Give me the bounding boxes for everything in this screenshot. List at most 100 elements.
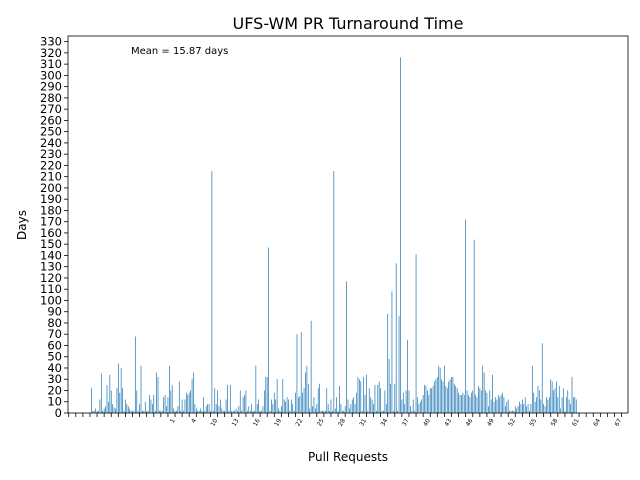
- bar: [546, 397, 547, 413]
- x-tick-label: 49: [486, 417, 496, 427]
- bar: [102, 410, 104, 413]
- bar: [385, 404, 387, 413]
- bar: [147, 410, 149, 413]
- bar: [563, 388, 564, 413]
- y-tick-label: 90: [47, 305, 62, 319]
- bar: [177, 406, 179, 413]
- bar: [272, 404, 274, 413]
- y-tick-label: 190: [40, 192, 62, 206]
- bar: [315, 408, 316, 413]
- bar: [109, 374, 111, 413]
- bar: [448, 381, 450, 413]
- y-tick-label: 0: [55, 406, 62, 420]
- bar: [275, 399, 277, 413]
- bar: [354, 404, 356, 413]
- bar: [184, 399, 186, 413]
- bar: [388, 358, 390, 413]
- bar: [398, 316, 400, 413]
- bar: [194, 404, 196, 413]
- bar: [410, 406, 411, 413]
- bar: [307, 383, 309, 413]
- bar: [238, 406, 240, 413]
- bar: [574, 397, 576, 413]
- bar: [340, 404, 342, 413]
- bar: [449, 379, 451, 413]
- bar: [453, 383, 455, 413]
- bar: [160, 410, 162, 413]
- bar: [143, 410, 145, 413]
- bar: [227, 384, 228, 413]
- bar: [164, 394, 166, 413]
- bar: [132, 410, 133, 413]
- bar: [208, 404, 210, 413]
- bar: [366, 374, 367, 413]
- bar: [482, 365, 484, 413]
- bar: [476, 397, 478, 413]
- chart-title: UFS-WM PR Turnaround Time: [233, 14, 464, 33]
- bar: [387, 313, 389, 413]
- bar: [108, 401, 109, 413]
- x-tick-label: 43: [443, 417, 453, 427]
- bar: [560, 408, 562, 413]
- bar: [100, 373, 102, 413]
- bar: [517, 406, 519, 413]
- bar: [435, 379, 437, 413]
- bar: [439, 367, 441, 413]
- bar: [507, 399, 509, 413]
- bar: [98, 410, 99, 413]
- y-tick-label: 170: [40, 215, 62, 229]
- bar: [150, 399, 152, 413]
- bar: [140, 365, 142, 413]
- bar: [434, 381, 435, 413]
- bar: [526, 406, 527, 413]
- x-tick-label: 16: [252, 417, 262, 427]
- bar: [523, 404, 525, 413]
- x-tick-label: 10: [209, 417, 219, 427]
- bar: [565, 397, 567, 413]
- bar: [415, 254, 417, 413]
- bar: [530, 404, 532, 413]
- bar: [344, 406, 346, 413]
- bar: [276, 379, 278, 413]
- bar: [524, 397, 526, 413]
- y-tick-label: 320: [40, 46, 62, 60]
- bar: [394, 383, 396, 413]
- y-tick-label: 220: [40, 158, 62, 172]
- bar: [442, 381, 444, 413]
- bar: [122, 388, 123, 413]
- bar: [429, 388, 431, 413]
- y-tick-label: 180: [40, 203, 62, 217]
- bar: [492, 374, 493, 413]
- bar: [215, 404, 217, 413]
- bar: [407, 339, 408, 413]
- bar: [473, 239, 475, 413]
- bar: [137, 410, 139, 413]
- bar: [332, 410, 333, 413]
- bar: [571, 376, 573, 413]
- bar: [312, 406, 313, 413]
- bar: [489, 390, 491, 413]
- bar: [205, 406, 207, 413]
- bar: [336, 397, 338, 413]
- bar: [126, 404, 128, 413]
- bar: [198, 410, 200, 413]
- bar: [130, 410, 132, 413]
- bar: [306, 365, 308, 413]
- bar: [225, 399, 227, 413]
- bar: [543, 404, 544, 413]
- bar: [290, 399, 292, 413]
- bar: [262, 406, 264, 413]
- bar: [169, 365, 170, 413]
- bar: [258, 399, 260, 413]
- y-tick-label: 130: [40, 260, 62, 274]
- bar: [166, 406, 167, 413]
- bar: [368, 388, 370, 413]
- bar: [357, 376, 359, 413]
- bar: [242, 397, 244, 413]
- bar: [256, 404, 258, 413]
- bar: [292, 404, 294, 413]
- mean-annotation: Mean = 15.87 days: [131, 46, 228, 57]
- bar: [496, 399, 498, 413]
- bar: [92, 410, 94, 413]
